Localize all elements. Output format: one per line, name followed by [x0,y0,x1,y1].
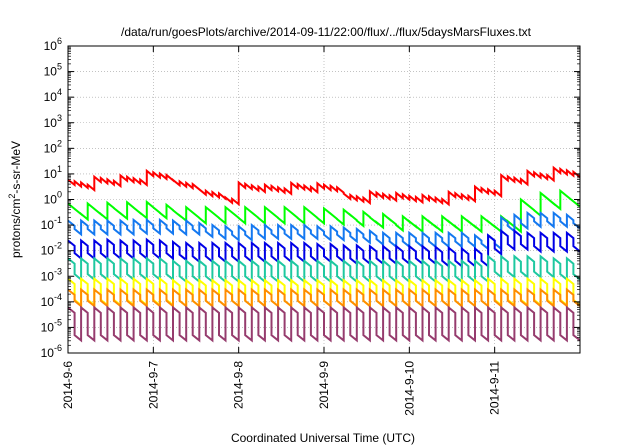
x-tick-label: 2014-9-8 [232,361,246,409]
y-tick-label: 100 [44,190,62,207]
x-axis-label: Coordinated Universal Time (UTC) [231,431,415,445]
y-tick-label: 10-6 [41,343,62,360]
y-axis-label-post: -s-sr-MeV [9,141,23,194]
y-tick-label: 10-2 [41,241,62,258]
grid [68,46,580,353]
series-line-2 [67,188,581,234]
y-axis-label-pre: protons/cm [9,199,23,258]
y-axis-label-sup: 2 [7,194,17,199]
y-tick-label: 102 [44,138,62,155]
series-line-4 [67,228,581,269]
y-tick-label: 10-1 [41,215,62,232]
y-axis-label: protons/cm2-s-sr-MeV [7,141,23,258]
x-tick-label: 2014-9-7 [146,361,160,409]
series-group [67,165,581,343]
y-tick-label: 106 [44,36,62,53]
series-line-1 [67,165,581,207]
y-tick-label: 105 [44,62,62,79]
x-tick-label: 2014-9-10 [402,361,416,416]
x-axis: 2014-9-6 2014-9-7 2014-9-8 2014-9-9 2014-9-1… [61,46,502,416]
y-tick-label: 10-5 [41,317,62,334]
y-tick-label: 10-4 [41,292,62,309]
y-tick-label: 103 [44,113,62,130]
y-tick-label: 101 [44,164,62,181]
series-line-5 [67,254,581,284]
series-line-7 [67,287,581,309]
y-axis: 10-6 10-5 10-4 10-3 10-2 10-1 100 101 102 103 104 1… [41,36,580,360]
x-tick-label: 2014-9-11 [488,361,502,415]
x-tick-label: 2014-9-6 [61,361,75,409]
series-line-8 [67,305,581,343]
y-tick-label: 10-3 [41,266,62,283]
chart-title: /data/run/goesPlots/archive/2014-09-11/2… [121,25,532,39]
x-tick-label: 2014-9-9 [317,361,331,409]
y-tick-label: 104 [44,87,62,104]
